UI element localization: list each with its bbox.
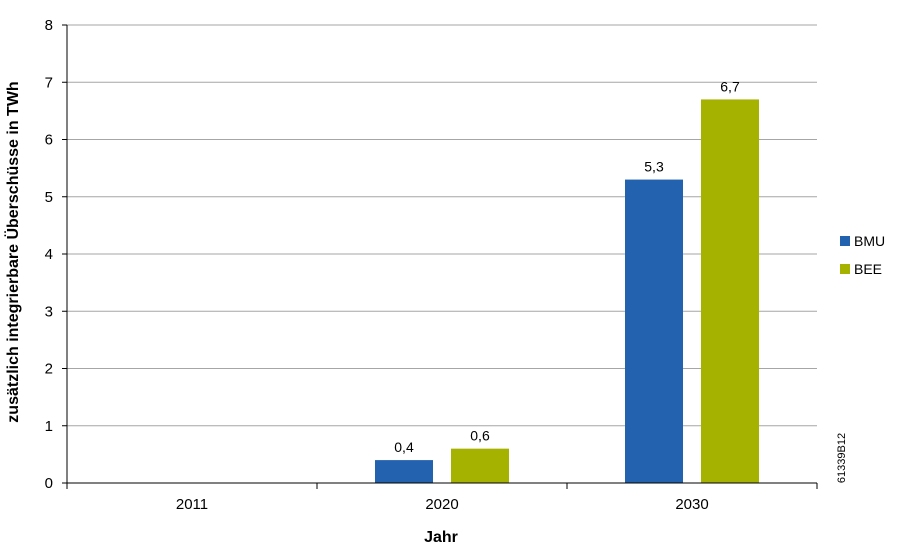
bar-bmu — [375, 460, 433, 483]
legend-label-bee: BEE — [854, 261, 882, 277]
bar-bee — [451, 448, 509, 483]
data-labels: 0,4 5,3 0,6 6,7 — [394, 78, 740, 455]
y-tick-label: 8 — [45, 17, 53, 34]
legend-swatch-bmu — [840, 236, 850, 246]
data-label: 6,7 — [720, 78, 740, 94]
data-label: 0,6 — [470, 428, 490, 444]
legend: BMU BEE — [840, 233, 885, 277]
y-tick-label: 6 — [45, 132, 53, 149]
bars — [375, 99, 759, 484]
legend-label-bmu: BMU — [854, 233, 885, 249]
y-axis-title: zusätzlich integrierbare Überschüsse in … — [3, 81, 22, 422]
x-tick-labels: 2011 2020 2030 — [176, 496, 709, 513]
y-tick-label: 4 — [45, 246, 53, 263]
y-tick-label: 3 — [45, 303, 53, 320]
x-axis-title: Jahr — [424, 529, 458, 546]
y-tick-labels: 0 1 2 3 4 5 6 7 8 — [45, 17, 53, 492]
legend-swatch-bee — [840, 264, 850, 274]
y-tick-label: 7 — [45, 74, 53, 91]
gridlines — [67, 24, 817, 427]
y-tick-label: 2 — [45, 361, 53, 378]
bar-bee — [701, 99, 759, 484]
x-tick-label: 2030 — [675, 496, 708, 513]
y-tick-label: 5 — [45, 189, 53, 206]
x-tick-label: 2011 — [176, 496, 208, 513]
axes — [62, 24, 818, 489]
data-label: 0,4 — [394, 439, 414, 455]
bar-bmu — [625, 179, 683, 483]
data-label: 5,3 — [644, 159, 664, 175]
y-tick-label: 0 — [45, 475, 53, 492]
x-tick-label: 2020 — [425, 496, 458, 513]
y-tick-label: 1 — [45, 418, 53, 435]
figure-code: 61339B12 — [836, 433, 848, 483]
